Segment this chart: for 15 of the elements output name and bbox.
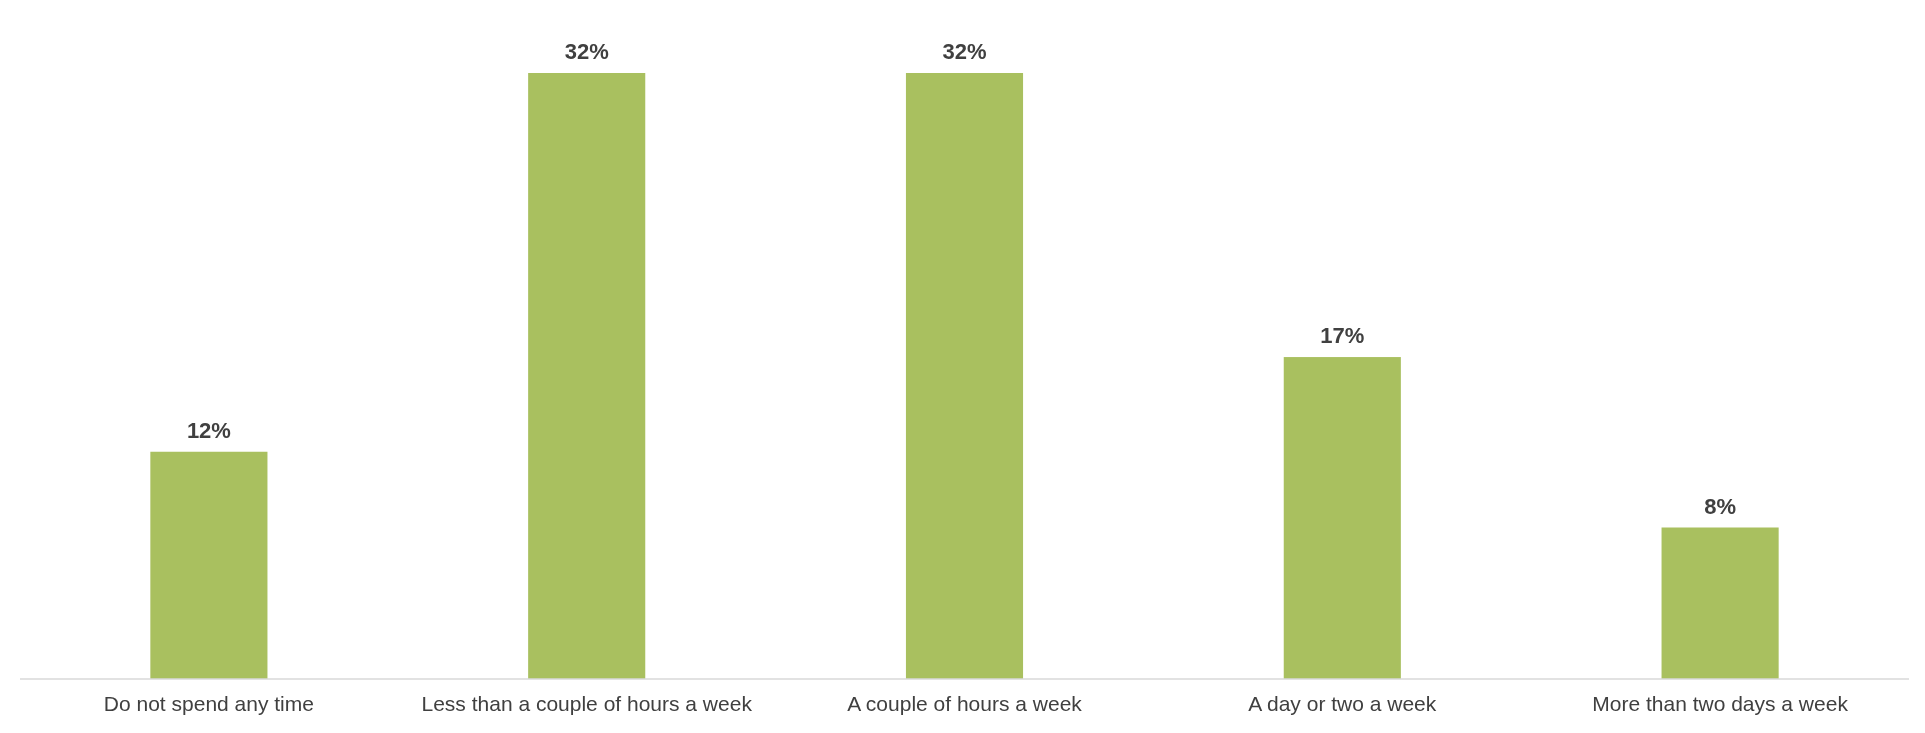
data-label: 12% bbox=[186, 417, 231, 443]
data-label: 32% bbox=[942, 39, 987, 64]
x-tick-label: Less than a couple of hours a week bbox=[421, 692, 753, 715]
x-tick-label: Do not spend any time bbox=[103, 692, 314, 715]
bar bbox=[905, 73, 1024, 679]
data-label: 32% bbox=[564, 39, 609, 64]
bar bbox=[1661, 527, 1779, 679]
x-tick-label: A couple of hours a week bbox=[847, 692, 1083, 715]
data-label: 8% bbox=[1704, 493, 1736, 519]
bar bbox=[1283, 357, 1401, 679]
x-tick-label: A day or two a week bbox=[1248, 692, 1437, 715]
bar bbox=[150, 451, 268, 679]
data-label: 17% bbox=[1320, 323, 1365, 349]
x-tick-label: More than two days a week bbox=[1592, 692, 1849, 715]
bar bbox=[528, 73, 646, 679]
